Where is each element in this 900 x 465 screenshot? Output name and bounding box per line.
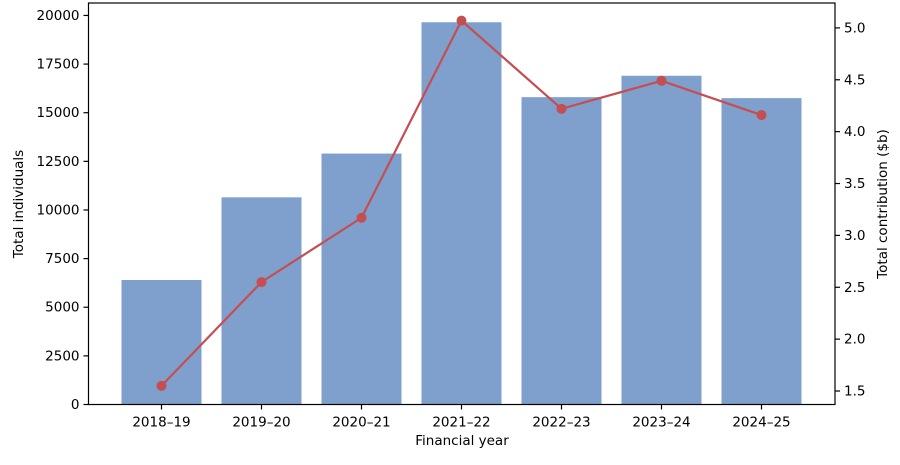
bar-2019–20 bbox=[221, 197, 302, 405]
left-axis-tick-label: 5000 bbox=[45, 300, 79, 316]
data-point-2021–22 bbox=[456, 15, 467, 26]
data-point-2018–19 bbox=[156, 380, 167, 391]
x-axis-title: Financial year bbox=[415, 433, 509, 449]
left-axis-tick-label: 0 bbox=[71, 397, 80, 413]
left-axis-tick-label: 15000 bbox=[37, 105, 80, 121]
left-axis-tick-label: 7500 bbox=[45, 251, 79, 267]
right-axis-tick-label: 2.5 bbox=[844, 280, 865, 296]
x-axis-tick-label: 2019–20 bbox=[232, 415, 290, 431]
x-axis-tick-label: 2024–25 bbox=[732, 415, 790, 431]
x-axis-tick-label: 2018–19 bbox=[132, 415, 190, 431]
data-point-2020–21 bbox=[356, 212, 367, 223]
data-point-2023–24 bbox=[656, 75, 667, 86]
bar-2021–22 bbox=[421, 22, 502, 405]
left-axis-tick-label: 20000 bbox=[37, 8, 80, 24]
left-axis-tick-label: 10000 bbox=[37, 202, 80, 218]
right-axis-tick-label: 5.0 bbox=[844, 20, 865, 36]
right-axis-tick-label: 4.5 bbox=[844, 72, 865, 88]
x-axis-tick-label: 2022–23 bbox=[532, 415, 590, 431]
bar-2023–24 bbox=[621, 75, 702, 405]
x-axis-tick-label: 2021–22 bbox=[432, 415, 490, 431]
bar-2024–25 bbox=[721, 98, 802, 405]
right-axis-tick-label: 4.0 bbox=[844, 124, 865, 140]
data-point-2024–25 bbox=[756, 110, 767, 121]
data-point-2019–20 bbox=[256, 277, 267, 288]
x-axis-tick-label: 2020–21 bbox=[332, 415, 390, 431]
left-axis-tick-label: 2500 bbox=[45, 348, 79, 364]
bar-2020–21 bbox=[321, 153, 402, 405]
left-axis-tick-label: 12500 bbox=[37, 154, 80, 170]
right-axis-tick-label: 1.5 bbox=[844, 384, 865, 400]
x-axis-tick-label: 2023–24 bbox=[632, 415, 690, 431]
left-axis-tick-label: 17500 bbox=[37, 57, 80, 73]
right-axis-tick-label: 2.0 bbox=[844, 332, 865, 348]
right-axis-tick-label: 3.0 bbox=[844, 228, 865, 244]
data-point-2022–23 bbox=[556, 103, 567, 114]
bar-2022–23 bbox=[521, 97, 602, 405]
right-axis-tick-label: 3.5 bbox=[844, 176, 865, 192]
